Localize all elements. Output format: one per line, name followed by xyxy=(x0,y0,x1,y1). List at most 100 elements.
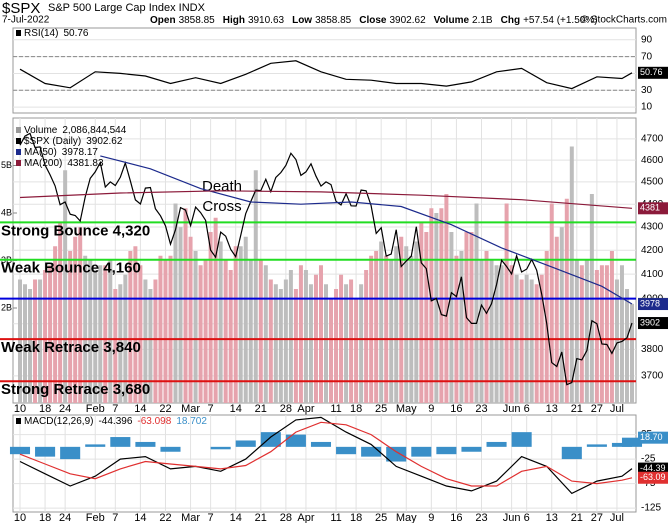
volume-bar xyxy=(178,227,183,403)
y-tick-label: 4700 xyxy=(641,133,664,144)
x-tick-label: 14 xyxy=(134,403,146,415)
x-tick-label: 28 xyxy=(280,512,292,523)
x-tick-label: 25 xyxy=(375,512,387,523)
volume-bar xyxy=(574,260,579,403)
x-tick-label: Feb xyxy=(86,403,105,415)
histogram-bar xyxy=(511,432,532,447)
x-tick-label: Mar xyxy=(181,403,200,415)
panel xyxy=(12,27,637,114)
volume-bar xyxy=(584,260,589,403)
volume-bar xyxy=(198,265,203,403)
volume-bar xyxy=(303,270,308,403)
volume-bar xyxy=(484,251,489,403)
x-tick-label: 24 xyxy=(59,512,71,523)
histogram-bar xyxy=(621,437,643,447)
value-flag xyxy=(638,317,668,330)
x-tick-label: Jul xyxy=(610,512,624,523)
volume-bar xyxy=(228,270,233,403)
legend-value: -44.396 xyxy=(98,416,132,427)
field-value: 2.1B xyxy=(472,15,493,26)
volume-bar xyxy=(549,203,554,403)
volume-bar xyxy=(509,265,514,403)
legend-swatch xyxy=(16,160,21,166)
volume-bar xyxy=(504,203,509,403)
x-tick-label: 22 xyxy=(159,403,171,415)
series-line xyxy=(19,190,633,209)
volume-bar xyxy=(243,236,248,403)
x-tick-label: Apr xyxy=(297,512,314,523)
volume-bar xyxy=(273,284,278,403)
y-tick-label: -25 xyxy=(641,454,656,465)
value-flag xyxy=(638,202,668,215)
volume-bar xyxy=(334,289,339,403)
y-tick-label: 4200 xyxy=(641,245,664,256)
volume-bar xyxy=(73,236,78,403)
x-tick-label: 7 xyxy=(208,512,214,523)
x-tick-label: Jun xyxy=(503,403,521,415)
x-tick-label: 14 xyxy=(134,512,146,523)
histogram-bar xyxy=(561,446,582,460)
volume-bar xyxy=(614,279,619,403)
volume-bar xyxy=(459,251,464,403)
x-tick-label: 7 xyxy=(112,512,118,523)
field-label: High xyxy=(223,15,245,26)
volume-bar xyxy=(193,251,198,403)
histogram-bar xyxy=(386,446,407,462)
volume-bar xyxy=(278,289,283,403)
histogram-bar xyxy=(210,446,231,450)
volume-bar xyxy=(203,260,208,403)
series-line xyxy=(100,155,633,305)
volume-bar xyxy=(429,208,434,403)
level-label: Weak Retrace 3,840 xyxy=(1,339,141,356)
volume-bar xyxy=(268,279,273,403)
field-value: 3902.62 xyxy=(389,15,426,26)
volume-bar xyxy=(173,203,178,403)
series-line xyxy=(19,132,633,386)
x-tick-label: 7 xyxy=(112,403,118,415)
legend-entry: Volume 2,086,844,544 xyxy=(24,125,127,136)
value-flag-label: -63.09 xyxy=(640,472,666,482)
volume-bar xyxy=(188,236,193,403)
legend-value: 4381.83 xyxy=(67,158,104,169)
legend-value: 2,086,844,544 xyxy=(62,125,126,136)
legend-swatch xyxy=(16,149,21,155)
x-tick-label: 13 xyxy=(546,403,558,415)
legend-value: 50.76 xyxy=(63,28,88,39)
volume-bar xyxy=(369,255,374,403)
volume-bar xyxy=(233,246,238,403)
x-tick-label: 23 xyxy=(475,512,487,523)
volume-bar xyxy=(248,260,253,403)
histogram-bar xyxy=(486,441,507,447)
histogram-bar xyxy=(85,444,106,447)
field-value: 3858.85 xyxy=(315,15,352,26)
x-tick-label: 18 xyxy=(350,512,362,523)
volume-bar xyxy=(48,265,53,403)
volume-bar xyxy=(113,289,118,403)
histogram-bar xyxy=(411,446,432,457)
volume-bar xyxy=(454,255,459,403)
volume-bar xyxy=(379,241,384,403)
legend-name: MA(50) xyxy=(24,147,57,158)
histogram-bar xyxy=(310,441,332,447)
x-tick-label: 21 xyxy=(571,512,583,523)
x-tick-label: 9 xyxy=(428,403,434,415)
series-line xyxy=(19,60,633,90)
volume-bar xyxy=(604,265,609,403)
x-tick-label: May xyxy=(396,512,417,523)
volume-bar xyxy=(98,265,103,403)
legend-entry: MACD(12,26,9) -44.396 -63.098 18.702 xyxy=(24,416,207,427)
legend-entry: $SPX (Daily) 3902.62 xyxy=(24,136,123,147)
volume-bar xyxy=(38,279,43,403)
volume-bar xyxy=(579,265,584,403)
volume-bar xyxy=(158,255,163,403)
x-tick-label: 27 xyxy=(591,512,603,523)
value-flag-label: 4381 xyxy=(640,203,660,213)
volume-bar xyxy=(88,260,93,403)
x-tick-label: 18 xyxy=(39,512,51,523)
histogram-bar xyxy=(35,446,56,457)
volume-bar xyxy=(439,208,444,403)
histogram-bar xyxy=(285,434,306,447)
value-flag-label: -44.39 xyxy=(640,463,666,473)
legend-name: RSI(14) xyxy=(24,28,58,39)
